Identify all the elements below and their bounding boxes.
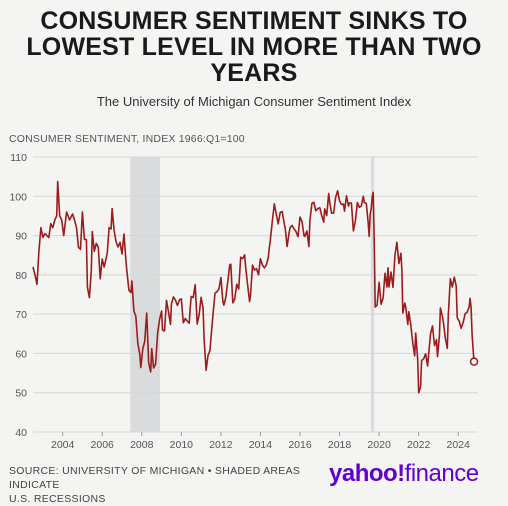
x-tick-label: 2020 bbox=[367, 439, 391, 451]
y-tick-label: 80 bbox=[15, 270, 27, 282]
recession-band-1 bbox=[130, 157, 160, 432]
source-line-2: U.S. RECESSIONS bbox=[9, 493, 106, 505]
x-tick-label: 2012 bbox=[209, 439, 233, 451]
y-tick-label: 50 bbox=[15, 388, 27, 400]
y-axis-label: CONSUMER SENTIMENT, INDEX 1966:Q1=100 bbox=[9, 133, 245, 145]
x-tick-label: 2014 bbox=[249, 439, 273, 451]
yahoo-finance-logo[interactable]: yahoo!finance bbox=[329, 460, 479, 488]
y-tick-label: 90 bbox=[15, 231, 27, 243]
x-tick-label: 2004 bbox=[51, 439, 75, 451]
x-tick-label: 2010 bbox=[170, 439, 194, 451]
x-tick-label: 2006 bbox=[91, 439, 115, 451]
recession-band-2 bbox=[370, 157, 375, 432]
x-tick-label: 2022 bbox=[407, 439, 431, 451]
x-tick-label: 2024 bbox=[447, 439, 471, 451]
latest-value-marker bbox=[469, 357, 479, 366]
title-line-1: CONSUMER SENTIMENT SINKS TO bbox=[40, 7, 468, 35]
y-tick-label: 110 bbox=[10, 152, 27, 164]
logo-yahoo: yahoo! bbox=[329, 460, 405, 487]
series-line-1 bbox=[32, 180, 475, 394]
x-tick-label: 2008 bbox=[130, 439, 154, 451]
x-tick-label: 2018 bbox=[328, 439, 352, 451]
logo-finance: finance bbox=[404, 460, 479, 487]
y-tick-label: 70 bbox=[15, 309, 27, 321]
source-line-1: SOURCE: UNIVERSITY OF MICHIGAN • SHADED … bbox=[9, 465, 301, 491]
x-tick-label: 2016 bbox=[288, 439, 312, 451]
title-line-2: LOWEST LEVEL IN MORE THAN TWO bbox=[26, 33, 482, 61]
title-line-3: YEARS bbox=[210, 59, 298, 87]
y-tick-label: 40 bbox=[15, 427, 27, 439]
page-subtitle: The University of Michigan Consumer Sent… bbox=[96, 94, 412, 109]
source-note: SOURCE: UNIVERSITY OF MICHIGAN • SHADED … bbox=[9, 464, 329, 506]
y-tick-label: 60 bbox=[15, 348, 27, 360]
y-tick-label: 100 bbox=[9, 191, 27, 203]
page-title: CONSUMER SENTIMENT SINKS TO LOWEST LEVEL… bbox=[0, 8, 508, 86]
